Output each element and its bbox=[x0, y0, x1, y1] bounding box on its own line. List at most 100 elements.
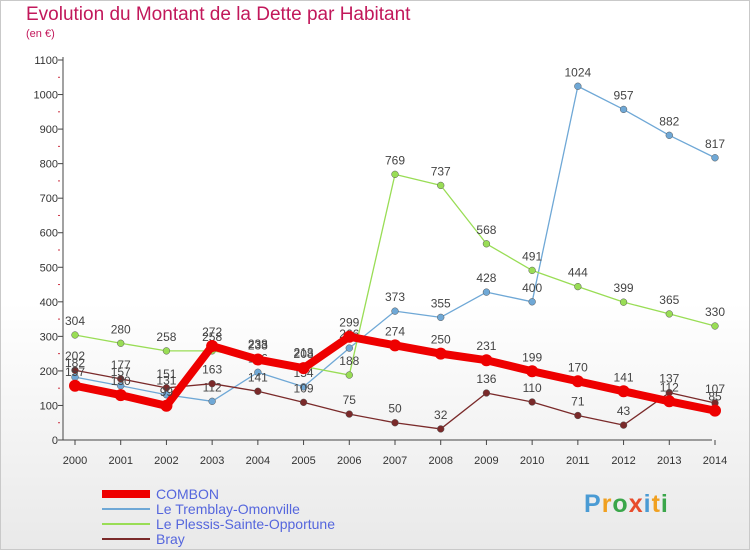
data-label: 110 bbox=[523, 381, 542, 395]
data-point bbox=[391, 170, 399, 178]
data-point bbox=[345, 371, 353, 379]
x-tick-label: 2002 bbox=[154, 455, 178, 467]
data-point bbox=[571, 375, 584, 388]
data-label: 258 bbox=[202, 330, 222, 344]
data-point bbox=[71, 366, 79, 374]
data-point bbox=[117, 339, 125, 347]
y-tick-label: 600 bbox=[40, 228, 58, 240]
data-label: 182 bbox=[65, 356, 85, 370]
data-point bbox=[388, 339, 401, 352]
y-tick-label: 200 bbox=[40, 366, 58, 378]
x-tick-label: 2012 bbox=[611, 455, 635, 467]
data-label: 304 bbox=[65, 314, 85, 328]
data-point bbox=[711, 322, 719, 330]
x-tick-label: 2003 bbox=[200, 455, 224, 467]
data-point bbox=[619, 298, 628, 306]
data-point bbox=[114, 389, 127, 402]
data-point bbox=[162, 384, 171, 392]
data-point bbox=[160, 399, 173, 412]
data-point bbox=[482, 389, 491, 397]
data-point bbox=[117, 375, 125, 383]
data-point bbox=[162, 347, 171, 355]
data-label: 330 bbox=[705, 305, 725, 319]
data-label: 355 bbox=[431, 296, 451, 310]
proxiti-logo: Proxiti bbox=[584, 490, 669, 518]
y-tick-label: 900 bbox=[40, 124, 58, 136]
legend-item: Le Tremblay-Omonville bbox=[102, 501, 335, 517]
data-label: 258 bbox=[156, 330, 176, 344]
x-tick-label: 2011 bbox=[566, 455, 590, 467]
data-point bbox=[528, 266, 536, 275]
data-label: 208 bbox=[294, 347, 314, 361]
legend-swatch bbox=[102, 507, 150, 510]
x-tick-label: 2013 bbox=[657, 455, 681, 467]
y-tick-label: 400 bbox=[40, 297, 58, 309]
data-label: 177 bbox=[111, 358, 131, 372]
data-point bbox=[574, 82, 582, 90]
data-label: 272 bbox=[202, 325, 222, 339]
data-label: 365 bbox=[659, 293, 679, 307]
unit-label: (en €) bbox=[26, 28, 55, 40]
data-label: 32 bbox=[434, 408, 448, 422]
data-label: 202 bbox=[65, 349, 85, 363]
data-point bbox=[343, 330, 356, 343]
x-tick-label: 2014 bbox=[703, 455, 727, 467]
data-point bbox=[206, 340, 219, 353]
data-label: 130 bbox=[111, 374, 131, 388]
legend-label: COMBON bbox=[156, 485, 219, 502]
y-tick-label: 100 bbox=[40, 400, 58, 412]
data-point bbox=[528, 398, 536, 406]
data-label: 157 bbox=[111, 365, 131, 379]
x-tick-label: 2001 bbox=[108, 455, 132, 467]
data-label: 444 bbox=[568, 266, 588, 280]
x-tick-label: 2007 bbox=[383, 455, 407, 467]
data-point bbox=[528, 298, 536, 306]
x-tick-label: 2006 bbox=[337, 455, 361, 467]
y-tick-label: 500 bbox=[40, 262, 58, 274]
legend-item: Bray bbox=[102, 531, 335, 547]
data-point bbox=[345, 344, 353, 352]
data-label: 157 bbox=[65, 365, 85, 379]
data-label: 231 bbox=[476, 339, 496, 353]
data-point bbox=[391, 419, 399, 427]
data-label: 400 bbox=[522, 281, 542, 295]
x-tick-label: 2010 bbox=[520, 455, 544, 467]
x-tick-label: 2004 bbox=[246, 455, 270, 467]
data-point bbox=[297, 362, 310, 375]
y-tick-label: 700 bbox=[40, 193, 58, 205]
data-label: 233 bbox=[248, 339, 268, 353]
y-tick-label: 300 bbox=[40, 331, 58, 343]
data-label: 1024 bbox=[565, 65, 592, 79]
x-tick-label: 2005 bbox=[291, 455, 315, 467]
data-point bbox=[345, 410, 353, 418]
chart-title: Evolution du Montant de la Dette par Hab… bbox=[26, 4, 411, 25]
data-label: 170 bbox=[568, 360, 588, 374]
series-line-le-tremblay-omonville bbox=[74, 85, 716, 402]
y-tick-label: 0 bbox=[52, 435, 58, 447]
data-point bbox=[299, 398, 308, 406]
data-label: 43 bbox=[617, 404, 631, 418]
data-point bbox=[434, 347, 447, 360]
data-label: 769 bbox=[385, 153, 405, 167]
data-label: 136 bbox=[476, 372, 496, 386]
data-label: 299 bbox=[339, 316, 359, 330]
data-point bbox=[619, 421, 628, 429]
data-label: 163 bbox=[202, 363, 222, 377]
data-label: 568 bbox=[476, 223, 496, 237]
data-point bbox=[617, 385, 630, 398]
data-label: 199 bbox=[522, 350, 542, 364]
data-point bbox=[71, 331, 79, 339]
legend-label: Le Plessis-Sainte-Opportune bbox=[156, 515, 335, 532]
data-label: 817 bbox=[705, 137, 725, 151]
data-point bbox=[619, 105, 628, 114]
data-label: 882 bbox=[659, 114, 679, 128]
data-label: 141 bbox=[248, 370, 268, 384]
data-point bbox=[482, 288, 491, 296]
data-point bbox=[663, 395, 676, 408]
y-tick-label: 800 bbox=[40, 159, 58, 171]
x-tick-label: 2000 bbox=[63, 455, 87, 467]
legend-swatch bbox=[102, 489, 150, 498]
y-tick-label: 1000 bbox=[34, 90, 58, 102]
data-label: 112 bbox=[660, 380, 679, 394]
